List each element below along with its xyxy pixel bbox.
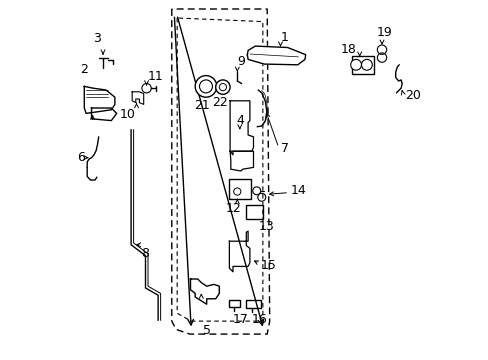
Bar [228,300,239,307]
Text: 13: 13 [258,220,274,233]
Bar [352,56,373,74]
Circle shape [350,59,361,70]
Text: 22: 22 [212,96,227,109]
Polygon shape [247,46,305,65]
Text: 10: 10 [120,108,135,121]
Text: 4: 4 [235,114,243,127]
Bar [246,300,260,308]
Circle shape [252,187,260,195]
Text: 3: 3 [93,32,101,45]
Polygon shape [230,151,253,171]
Text: 17: 17 [232,313,248,326]
Text: 12: 12 [225,202,241,215]
Polygon shape [229,231,249,272]
Text: 14: 14 [290,184,305,197]
Text: 15: 15 [260,259,276,272]
Bar [245,205,263,219]
Polygon shape [84,86,115,113]
Polygon shape [132,92,143,104]
Polygon shape [230,101,253,155]
Text: 6: 6 [77,151,84,164]
Text: 19: 19 [376,26,392,39]
Text: 2: 2 [80,63,88,76]
Circle shape [257,193,265,201]
Text: 18: 18 [340,43,356,56]
Bar [229,179,250,199]
Text: 7: 7 [280,142,288,155]
Text: 1: 1 [280,31,288,44]
Text: 9: 9 [237,55,244,68]
Text: 16: 16 [251,313,267,326]
Polygon shape [91,108,117,121]
Text: 8: 8 [141,247,149,260]
Circle shape [215,80,230,94]
Text: 5: 5 [203,324,210,337]
Circle shape [361,59,371,70]
Text: 11: 11 [148,70,163,83]
Polygon shape [190,279,219,304]
Text: 21: 21 [194,99,210,112]
Circle shape [195,76,216,97]
Text: 20: 20 [404,89,420,102]
